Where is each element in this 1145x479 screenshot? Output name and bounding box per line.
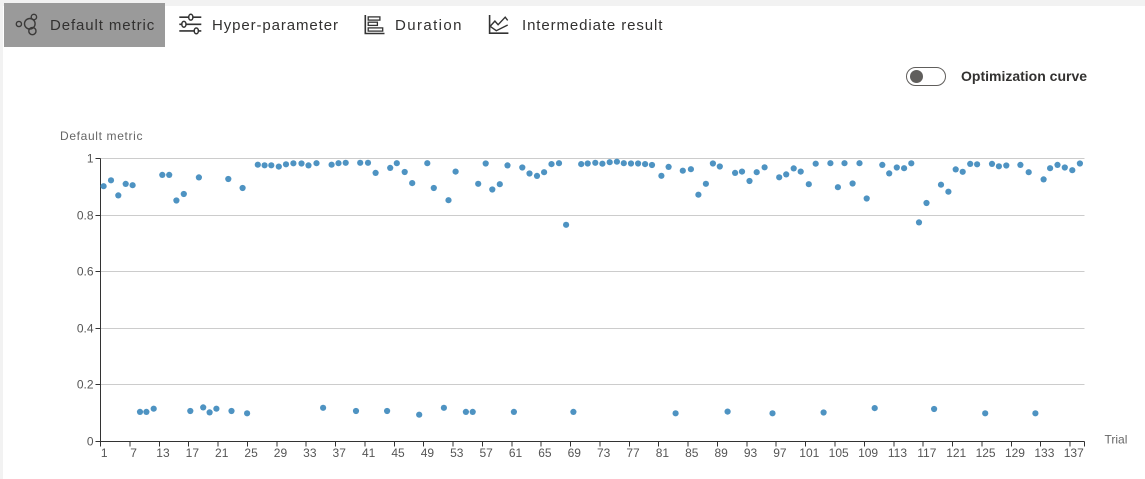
svg-text:65: 65 (538, 446, 552, 460)
svg-text:49: 49 (421, 446, 435, 460)
svg-text:25: 25 (244, 446, 258, 460)
svg-text:0.8: 0.8 (77, 209, 94, 223)
svg-text:69: 69 (568, 446, 582, 460)
svg-text:113: 113 (888, 446, 907, 460)
svg-text:85: 85 (685, 446, 699, 460)
svg-text:29: 29 (274, 446, 288, 460)
svg-text:57: 57 (479, 446, 493, 460)
svg-text:77: 77 (626, 446, 640, 460)
svg-text:53: 53 (450, 446, 464, 460)
svg-text:13: 13 (156, 446, 170, 460)
svg-text:117: 117 (917, 446, 936, 460)
svg-text:21: 21 (215, 446, 229, 460)
svg-text:101: 101 (799, 446, 819, 460)
svg-text:Trial: Trial (1105, 433, 1128, 447)
svg-text:1: 1 (101, 446, 108, 460)
svg-text:125: 125 (976, 446, 996, 460)
svg-text:129: 129 (1005, 446, 1025, 460)
svg-text:41: 41 (362, 446, 376, 460)
svg-text:93: 93 (744, 446, 758, 460)
svg-text:33: 33 (303, 446, 317, 460)
svg-text:109: 109 (858, 446, 878, 460)
svg-text:45: 45 (391, 446, 405, 460)
svg-text:105: 105 (829, 446, 849, 460)
svg-text:0.6: 0.6 (77, 265, 94, 279)
svg-text:73: 73 (597, 446, 611, 460)
svg-text:89: 89 (715, 446, 729, 460)
svg-text:Default metric: Default metric (60, 129, 143, 143)
svg-text:137: 137 (1064, 446, 1084, 460)
svg-text:1: 1 (87, 152, 94, 166)
svg-text:37: 37 (333, 446, 347, 460)
svg-text:133: 133 (1034, 446, 1054, 460)
svg-text:61: 61 (509, 446, 523, 460)
svg-text:97: 97 (773, 446, 787, 460)
svg-text:81: 81 (656, 446, 670, 460)
svg-text:0: 0 (87, 435, 94, 449)
svg-text:121: 121 (946, 446, 966, 460)
svg-text:0.2: 0.2 (77, 378, 94, 392)
svg-text:0.4: 0.4 (77, 322, 94, 336)
svg-text:7: 7 (130, 446, 137, 460)
svg-text:17: 17 (186, 446, 200, 460)
